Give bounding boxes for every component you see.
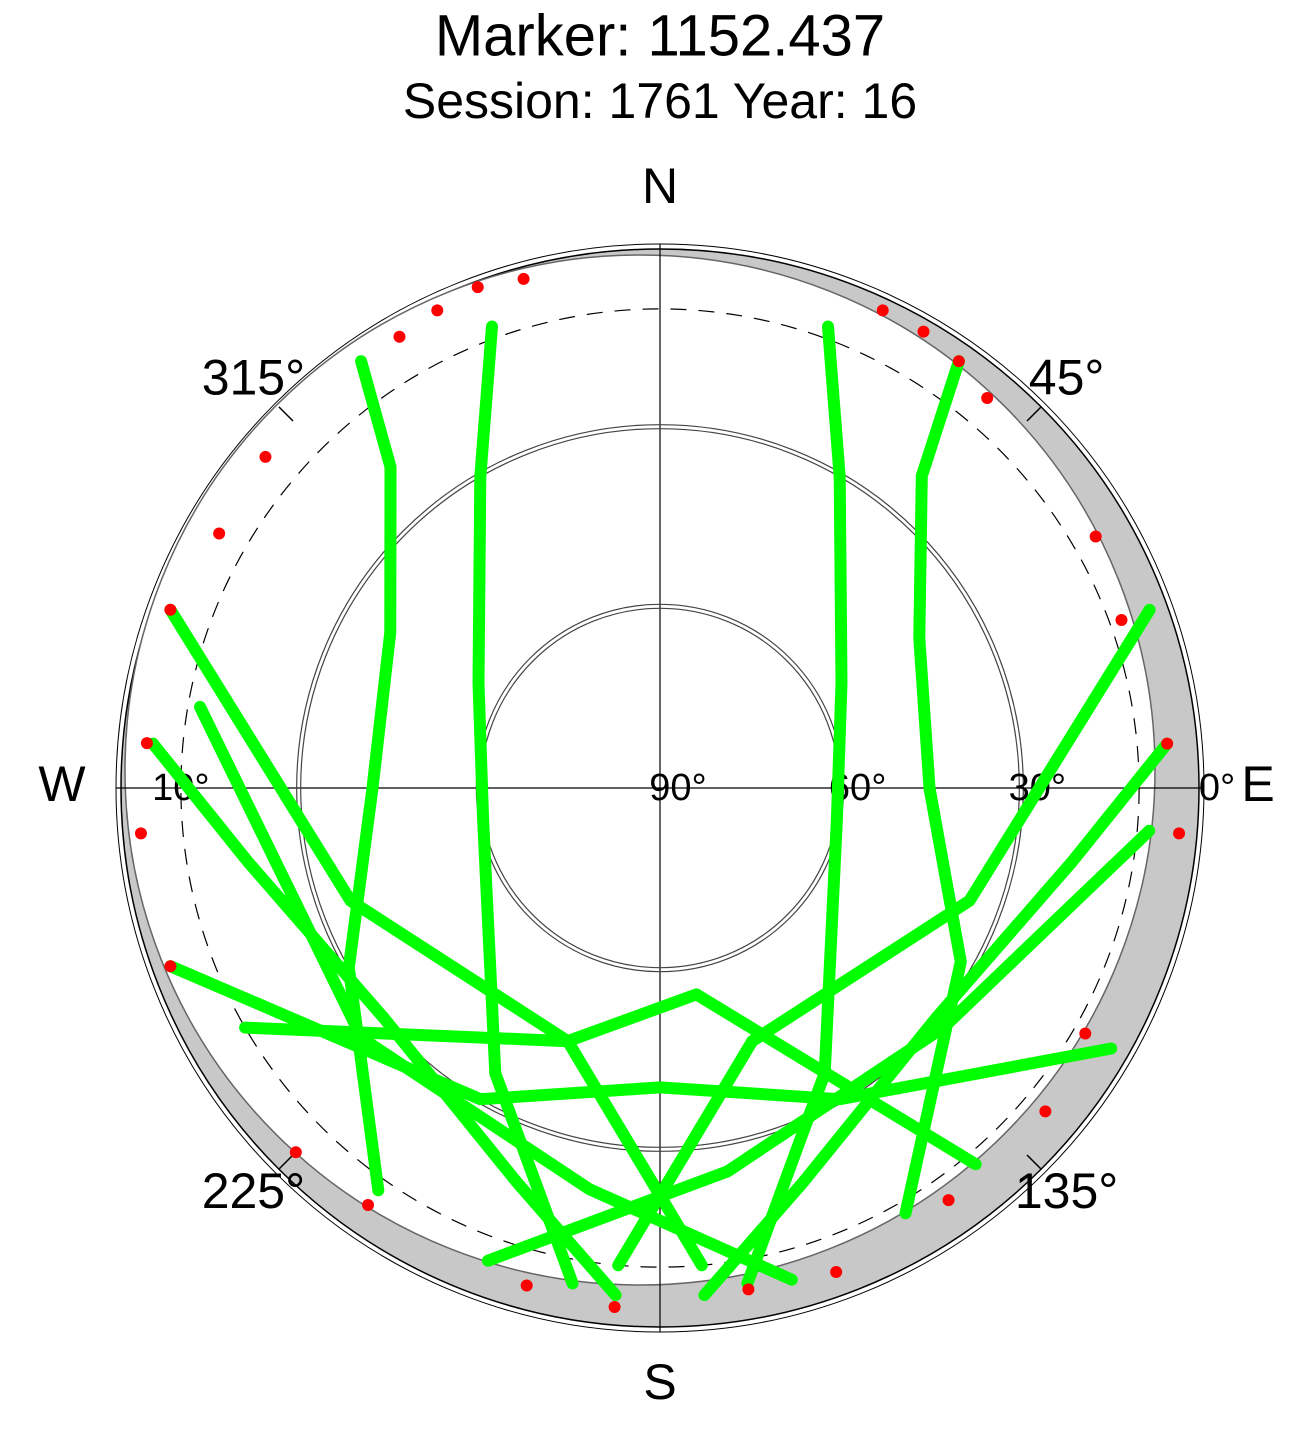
low-point bbox=[917, 325, 930, 338]
grid-circle bbox=[300, 428, 1020, 1148]
low-point bbox=[876, 304, 889, 317]
grid-circle bbox=[296, 424, 1024, 1152]
az-tick bbox=[1026, 1154, 1042, 1170]
low-point bbox=[164, 960, 177, 973]
chart-subtitle: Session: 1761 Year: 16 bbox=[403, 73, 917, 129]
az-tick-label: 135° bbox=[1015, 1163, 1118, 1219]
low-point bbox=[520, 1279, 533, 1292]
track bbox=[481, 824, 1156, 1267]
low-point bbox=[742, 1283, 755, 1296]
az-tick bbox=[1026, 406, 1042, 422]
low-point bbox=[1079, 1027, 1092, 1040]
cardinal-label: W bbox=[38, 756, 86, 812]
r-tick-label: 0° bbox=[1199, 767, 1235, 809]
low-point bbox=[952, 355, 965, 368]
track bbox=[239, 988, 982, 1171]
track bbox=[194, 700, 798, 1286]
cardinal-label: S bbox=[643, 1354, 676, 1410]
low-point bbox=[213, 527, 226, 540]
low-point bbox=[471, 281, 484, 294]
track bbox=[342, 355, 397, 1197]
track bbox=[164, 603, 708, 1272]
low-point bbox=[1039, 1105, 1052, 1118]
az-tick-label: 315° bbox=[202, 350, 305, 406]
low-point bbox=[393, 330, 406, 343]
az-tick bbox=[278, 406, 294, 422]
low-point bbox=[1115, 614, 1128, 627]
track bbox=[698, 737, 1174, 1302]
az-tick-label: 45° bbox=[1029, 350, 1105, 406]
cardinal-label: N bbox=[642, 158, 678, 214]
low-point bbox=[517, 272, 530, 285]
low-point bbox=[1161, 737, 1174, 750]
low-point bbox=[981, 392, 994, 405]
low-point bbox=[140, 737, 153, 750]
low-point bbox=[1089, 530, 1102, 543]
chart-title: Marker: 1152.437 bbox=[435, 3, 885, 68]
low-point bbox=[608, 1301, 621, 1314]
r-tick-label: 90° bbox=[649, 767, 706, 809]
cardinal-label: E bbox=[1241, 756, 1274, 812]
visible-sky bbox=[124, 254, 1156, 1286]
low-point bbox=[942, 1194, 955, 1207]
track bbox=[146, 737, 622, 1302]
low-point bbox=[164, 603, 177, 616]
low-point bbox=[134, 827, 147, 840]
track bbox=[612, 603, 1156, 1272]
low-point bbox=[259, 450, 272, 463]
az-tick-label: 225° bbox=[202, 1163, 305, 1219]
track bbox=[472, 320, 579, 1290]
az-tick bbox=[278, 1154, 294, 1170]
low-point bbox=[289, 1146, 302, 1159]
low-point bbox=[431, 304, 444, 317]
low-point bbox=[362, 1198, 375, 1211]
low-point bbox=[1173, 827, 1186, 840]
low-point bbox=[830, 1265, 843, 1278]
